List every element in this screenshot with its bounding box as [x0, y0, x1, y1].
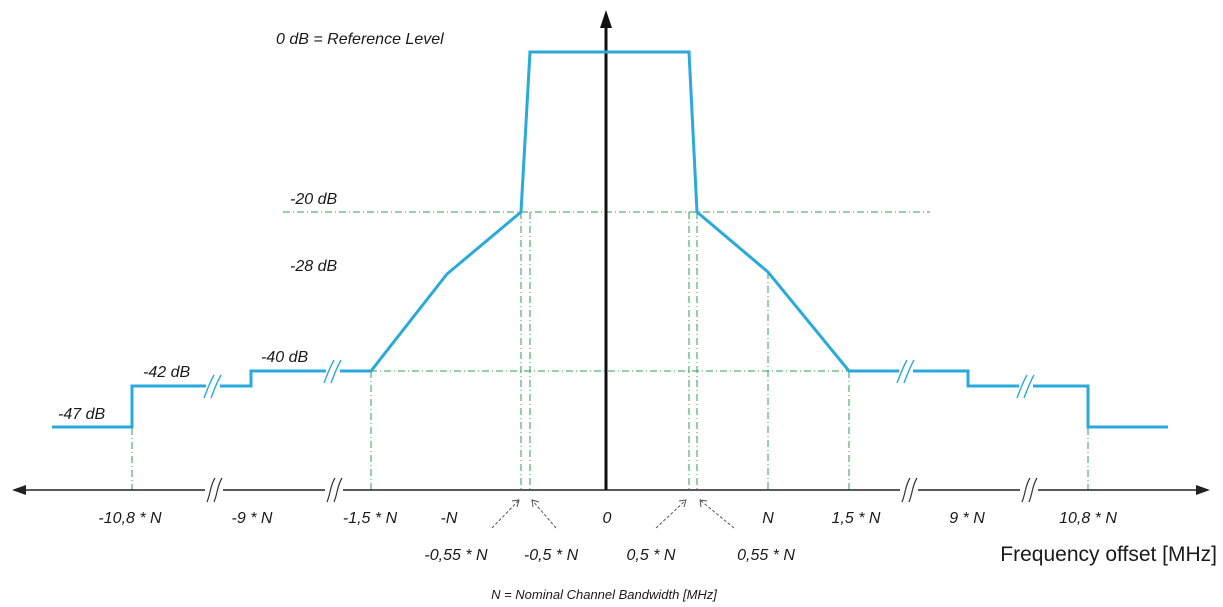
mask-break-2 — [323, 359, 342, 384]
level-label-minus20: -20 dB — [290, 191, 337, 208]
mask-curve — [52, 50, 1168, 429]
x-axis-title: Frequency offset [MHz] — [1000, 543, 1217, 566]
x-tick-zero: 0 — [603, 510, 612, 527]
x-tick-m0_55: -0,55 * N — [424, 547, 488, 564]
pointer-arrow-m0_55 — [491, 499, 520, 529]
mask-break-1 — [203, 374, 222, 399]
x-axis-break-4 — [1021, 477, 1038, 503]
footnote: N = Nominal Channel Bandwidth [MHz] — [491, 587, 717, 602]
level-label-minus40: -40 dB — [261, 349, 308, 366]
x-tick-p9: 9 * N — [949, 510, 985, 527]
pointer-arrow-p0_5 — [655, 499, 687, 529]
x-tick-m0_5: -0,5 * N — [524, 547, 579, 564]
mask-break-3 — [896, 359, 915, 384]
x-tick-m10_8: -10,8 * N — [98, 510, 162, 527]
x-tick-p1_5: 1,5 * N — [832, 510, 881, 527]
x-axis-right-arrow — [1196, 485, 1210, 495]
mask-break-4 — [1016, 374, 1035, 399]
x-axis-left-arrow — [12, 485, 26, 495]
x-tick-p0_55: 0,55 * N — [737, 547, 795, 564]
level-label-minus47: -47 dB — [58, 406, 105, 423]
x-tick-p10_8: 10,8 * N — [1059, 510, 1117, 527]
y-axis-arrow — [600, 10, 612, 28]
x-axis-break-1 — [206, 477, 223, 503]
x-tick-mN: -N — [441, 510, 458, 527]
x-axis-break-2 — [326, 477, 343, 503]
level-label-minus28: -28 dB — [290, 258, 337, 275]
pointer-arrow-m0_5 — [531, 499, 557, 529]
level-label-minus42: -42 dB — [143, 364, 190, 381]
y-axis — [600, 10, 612, 490]
pointer-arrow-p0_55 — [699, 499, 735, 529]
pointer-arrows — [491, 499, 735, 529]
x-tick-m9: -9 * N — [232, 510, 273, 527]
x-tick-pN: N — [762, 510, 774, 527]
reference-level-label: 0 dB = Reference Level — [276, 31, 444, 48]
x-tick-m1_5: -1,5 * N — [343, 510, 398, 527]
mask-line — [52, 50, 1168, 429]
x-tick-p0_5: 0,5 * N — [627, 547, 676, 564]
x-axis-break-3 — [901, 477, 918, 503]
x-axis — [12, 477, 1210, 503]
